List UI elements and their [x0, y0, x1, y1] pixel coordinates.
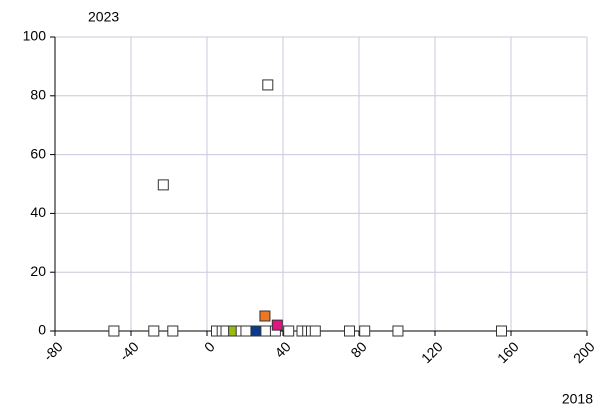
- point: [250, 325, 262, 337]
- point: [344, 325, 355, 337]
- y-tick-label: 20: [30, 263, 46, 279]
- y-axis-title: 2023: [88, 9, 119, 25]
- y-tick-label: 0: [38, 322, 46, 338]
- point: [108, 325, 120, 337]
- point: [259, 310, 271, 322]
- x-tick-label: 200: [570, 338, 598, 366]
- point: [283, 325, 295, 337]
- point: [496, 325, 507, 337]
- y-tick-label: 100: [23, 28, 47, 44]
- x-axis-title: 2018: [562, 391, 593, 407]
- point: [240, 325, 252, 337]
- point: [359, 325, 371, 337]
- point: [271, 319, 283, 331]
- x-tick-label: -80: [40, 338, 66, 364]
- y-tick-label: 40: [30, 204, 46, 220]
- point: [309, 325, 321, 337]
- point: [148, 325, 160, 337]
- x-tick-label: 120: [418, 338, 446, 366]
- point: [392, 325, 404, 337]
- point: [167, 325, 179, 337]
- x-tick-label: -40: [116, 338, 142, 364]
- y-tick-label: 80: [30, 87, 46, 103]
- x-tick-label: 80: [347, 338, 369, 360]
- x-tick-label: 40: [271, 338, 293, 360]
- point: [262, 79, 274, 91]
- y-tick-label: 60: [30, 145, 46, 161]
- point: [260, 325, 272, 337]
- x-tick-label: 160: [494, 338, 522, 366]
- x-tick-label: 0: [201, 338, 218, 355]
- point: [157, 179, 169, 191]
